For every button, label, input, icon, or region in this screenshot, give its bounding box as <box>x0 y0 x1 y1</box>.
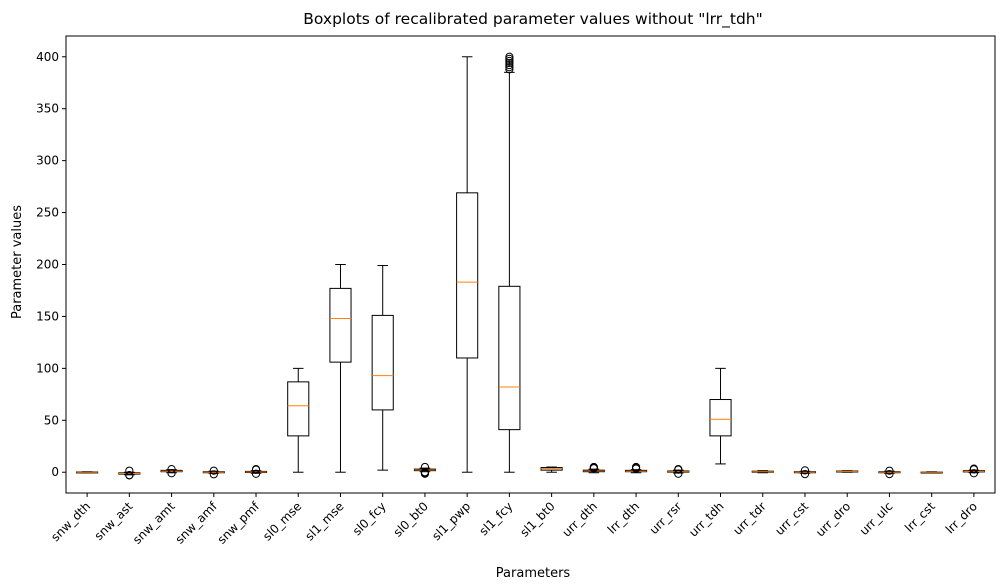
x-tick-label: sl1_fcy <box>477 499 516 538</box>
flier-point <box>251 469 261 478</box>
x-axis-label: Parameters <box>496 566 571 581</box>
flier-point <box>800 466 810 475</box>
x-tick-label: lrr_dth <box>605 499 642 536</box>
flier-point <box>209 466 218 475</box>
box-sl0_fcy <box>371 265 394 471</box>
box-lrr_cst <box>920 471 943 474</box>
flier-point <box>167 465 176 474</box>
x-tick-label: sl0_bt0 <box>391 499 431 539</box>
x-tick-label: urr_dro <box>813 499 853 539</box>
x-tick-label: lrr_dro <box>943 499 980 536</box>
flier-point <box>631 462 641 472</box>
y-tick-label: 300 <box>36 154 59 168</box>
flier-point <box>505 58 514 68</box>
box-urr_rsr <box>667 465 690 478</box>
x-tick-label: sl1_bt0 <box>517 499 557 539</box>
box-urr_ulc <box>878 466 901 479</box>
box-urr_tdr <box>751 470 774 474</box>
box-body <box>329 287 352 363</box>
x-tick-label: lrr_cst <box>902 499 938 535</box>
box-urr_dro <box>836 470 859 473</box>
box-lrr_dth <box>625 462 648 474</box>
flier-point <box>505 65 514 74</box>
flier-point <box>505 63 514 72</box>
box-urr_tdh <box>709 367 732 465</box>
flier-point <box>505 52 514 61</box>
box-body <box>709 399 732 437</box>
boxes-layer <box>76 52 985 480</box>
flier-point <box>251 465 261 474</box>
x-tick-label: sl0_fcy <box>350 499 389 538</box>
flier-point <box>800 469 810 479</box>
flier-point <box>420 462 430 472</box>
flier-point <box>589 462 598 472</box>
box-snw_amt <box>160 465 183 478</box>
flier-point <box>505 60 514 70</box>
flier-point <box>674 469 683 478</box>
y-tick-label: 50 <box>44 413 59 427</box>
box-snw_dth <box>76 471 99 474</box>
y-tick-label: 350 <box>36 102 59 116</box>
y-tick-label: 250 <box>36 206 59 220</box>
flier-point <box>969 469 978 478</box>
flier-point <box>885 466 894 475</box>
flier-point <box>125 466 134 475</box>
x-tick-label: urr_dth <box>560 499 600 539</box>
y-axis-label: Parameter values <box>10 205 25 319</box>
x-tick-label: urr_tdr <box>730 499 769 538</box>
box-urr_cst <box>793 466 817 479</box>
box-body <box>287 381 310 437</box>
x-tick-label: snw_ast <box>92 499 136 543</box>
box-lrr_dro <box>962 464 985 478</box>
box-body <box>498 285 521 431</box>
x-tick-label: urr_rsr <box>647 499 685 537</box>
plot-frame <box>65 35 996 494</box>
x-tick-label: urr_tdh <box>686 499 726 539</box>
box-snw_pmf <box>244 465 268 478</box>
box-body <box>456 192 479 359</box>
box-sl1_fcy <box>498 52 521 473</box>
flier-point <box>209 470 218 479</box>
y-tick-label: 200 <box>36 258 59 272</box>
flier-point <box>125 471 134 480</box>
x-tick-label: sl1_mse <box>302 499 346 543</box>
flier-point <box>420 468 430 477</box>
flier-point <box>505 56 514 66</box>
box-sl1_bt0 <box>540 466 563 473</box>
y-tick-label: 100 <box>36 361 59 375</box>
chart-title: Boxplots of recalibrated parameter value… <box>303 10 763 29</box>
box-sl1_pwp <box>456 56 479 473</box>
x-tick-label: sl0_mse <box>260 499 304 543</box>
y-axis: 0 50 100 150 200 250 300 350 400 <box>36 50 66 479</box>
box-sl0_mse <box>287 367 310 473</box>
y-tick-label: 150 <box>36 309 59 323</box>
x-axis: snw_dthsnw_astsnw_amtsnw_amfsnw_pmfsl0_m… <box>48 493 980 547</box>
flier-point <box>674 465 683 474</box>
x-tick-label: urr_ulc <box>857 499 896 538</box>
box-urr_dth <box>582 462 605 474</box>
x-tick-label: snw_amt <box>130 499 178 547</box>
box-sl1_mse <box>329 264 352 473</box>
x-tick-label: snw_amf <box>173 499 221 547</box>
box-snw_amf <box>202 466 225 479</box>
box-body <box>371 314 394 411</box>
flier-point <box>505 54 514 63</box>
box-snw_ast <box>118 466 141 480</box>
x-tick-label: sl1_pwp <box>429 499 473 543</box>
x-tick-label: snw_dth <box>48 499 93 544</box>
y-tick-label: 0 <box>51 465 59 479</box>
flier-point <box>969 464 978 473</box>
x-tick-label: urr_cst <box>772 499 811 538</box>
flier-point <box>167 469 176 478</box>
y-tick-label: 400 <box>36 50 59 64</box>
box-sl0_bt0 <box>413 462 436 478</box>
x-tick-label: snw_pmf <box>215 499 263 547</box>
flier-point <box>885 469 894 479</box>
